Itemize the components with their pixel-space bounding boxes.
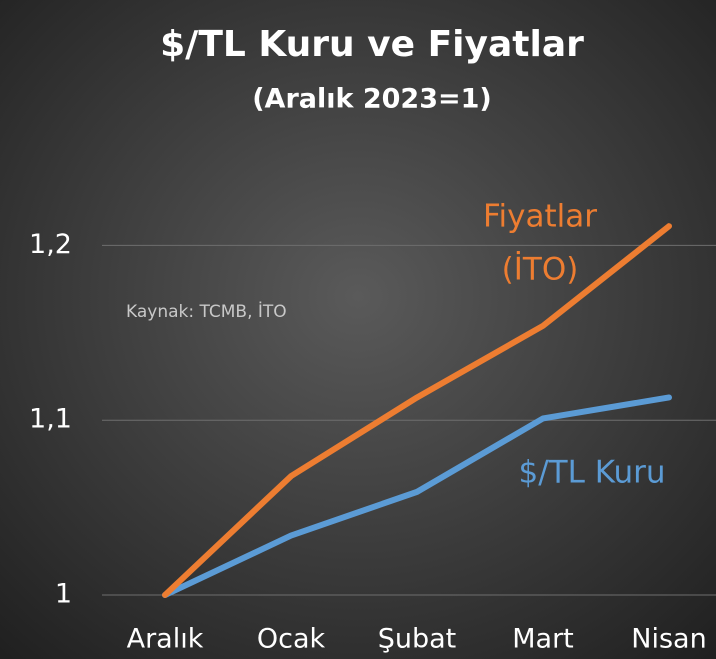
source-note: Kaynak: TCMB, İTO	[126, 301, 287, 322]
chart-subtitle: (Aralık 2023=1)	[252, 84, 492, 115]
series-line	[162, 223, 672, 598]
y-tick-label: 1,1	[29, 404, 72, 435]
x-tick-label: Mart	[512, 624, 574, 655]
series-label: (İTO)	[502, 252, 579, 288]
x-tick-label: Şubat	[378, 624, 457, 655]
series-label: Fiyatlar	[483, 199, 597, 235]
y-tick-label: 1	[55, 579, 72, 610]
y-tick-label: 1,2	[29, 229, 72, 260]
x-tick-label: Nisan	[631, 624, 706, 655]
series-line	[162, 394, 672, 598]
series-label: $/TL Kuru	[518, 455, 665, 491]
x-tick-label: Ocak	[257, 624, 326, 655]
chart-title: $/TL Kuru ve Fiyatlar	[160, 24, 584, 65]
x-tick-label: Aralık	[127, 624, 204, 655]
